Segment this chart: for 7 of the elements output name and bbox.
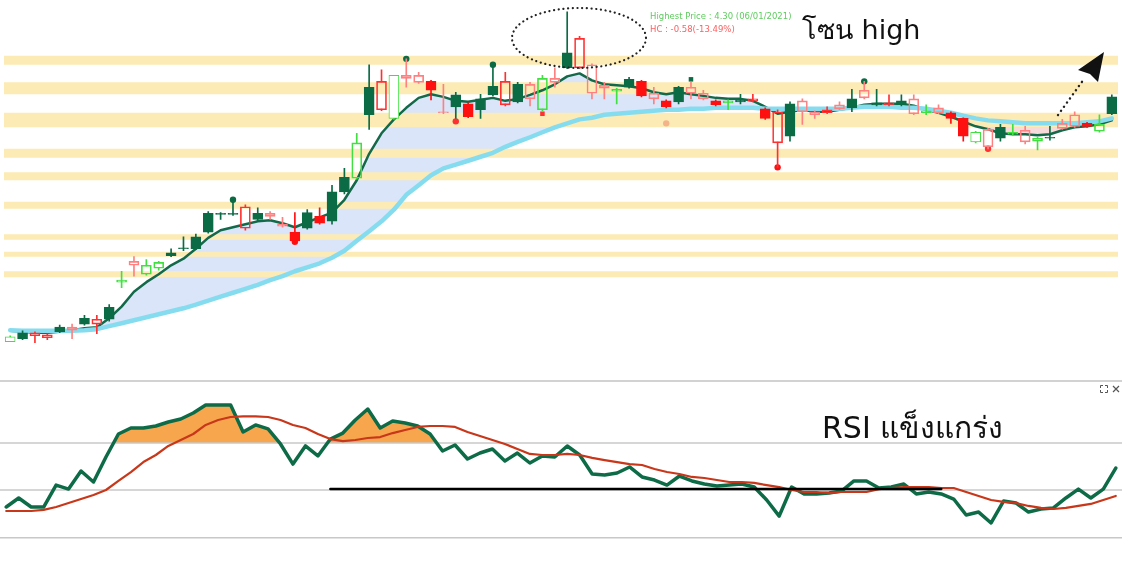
annotation: Highest Price : 4.30 (06/01/2021) <box>650 11 792 21</box>
annotation: RSI แข็งแกร่ง <box>822 409 1004 445</box>
candlestick <box>1044 125 1056 141</box>
point <box>663 120 670 127</box>
annotation: HC : -0.58(-13.49%) <box>650 24 735 34</box>
annotation: โซน high <box>802 14 921 45</box>
point <box>540 111 545 117</box>
